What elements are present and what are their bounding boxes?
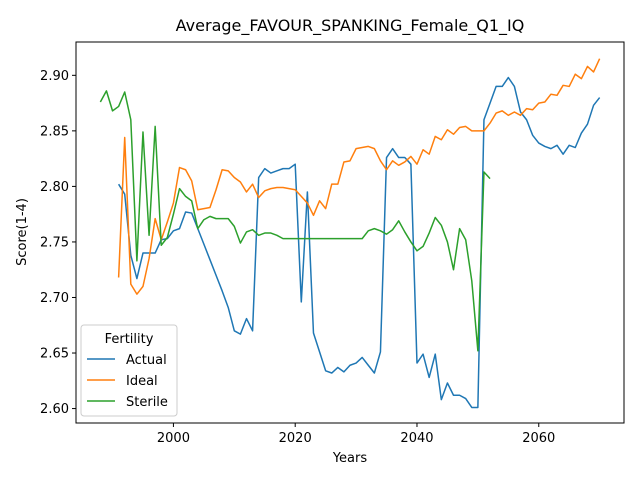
y-tick-label: 2.75: [40, 235, 69, 250]
legend-label-ideal: Ideal: [126, 374, 158, 389]
y-axis-label: Score(1-4): [15, 198, 30, 266]
y-tick-label: 2.90: [40, 69, 69, 84]
legend-label-actual: Actual: [126, 353, 167, 368]
x-tick-label: 2000: [157, 431, 190, 446]
y-tick-label: 2.65: [40, 347, 69, 362]
series-line-sterile: [99, 90, 491, 352]
x-axis-label: Years: [332, 451, 368, 466]
y-tick-label: 2.60: [40, 402, 69, 417]
plot-lines: [99, 58, 601, 409]
series-line-ideal: [117, 58, 601, 295]
x-axis-ticks: 2000 2020 2040 2060: [157, 423, 555, 446]
legend-title: Fertility: [105, 332, 154, 347]
y-axis-ticks: 2.60 2.65 2.70 2.75 2.80 2.85 2.90: [40, 69, 76, 417]
legend-box: [80, 324, 178, 417]
legend: Fertility Actual Ideal Sterile: [80, 324, 178, 417]
y-tick-label: 2.85: [40, 124, 69, 139]
y-tick-label: 2.70: [40, 291, 69, 306]
series-line-actual: [117, 76, 601, 409]
plot-frame: [75, 41, 625, 424]
x-tick-label: 2060: [522, 431, 555, 446]
y-tick-label: 2.80: [40, 180, 69, 195]
chart-title: Average_FAVOUR_SPANKING_Female_Q1_IQ: [176, 16, 525, 36]
x-tick-label: 2040: [400, 431, 433, 446]
legend-label-sterile: Sterile: [126, 395, 168, 410]
legend-items: Actual Ideal Sterile: [87, 353, 168, 410]
x-tick-label: 2020: [279, 431, 312, 446]
